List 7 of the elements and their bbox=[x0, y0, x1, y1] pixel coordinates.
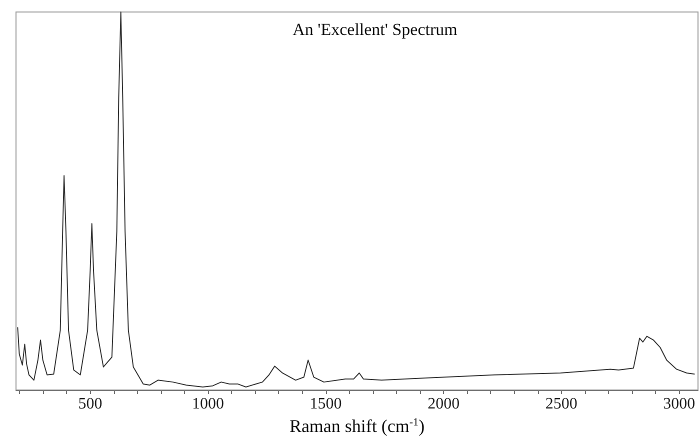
x-tick-label: 2000 bbox=[428, 396, 460, 412]
text: An 'Excellent' Spectrum bbox=[292, 20, 458, 39]
x-tick-label: 1000 bbox=[192, 396, 224, 412]
x-tick-label: 1500 bbox=[310, 396, 342, 412]
x-tick-label: 2500 bbox=[545, 396, 578, 412]
x-tick-label: 3000 bbox=[663, 396, 696, 412]
x-tick-label: 500 bbox=[78, 396, 102, 412]
